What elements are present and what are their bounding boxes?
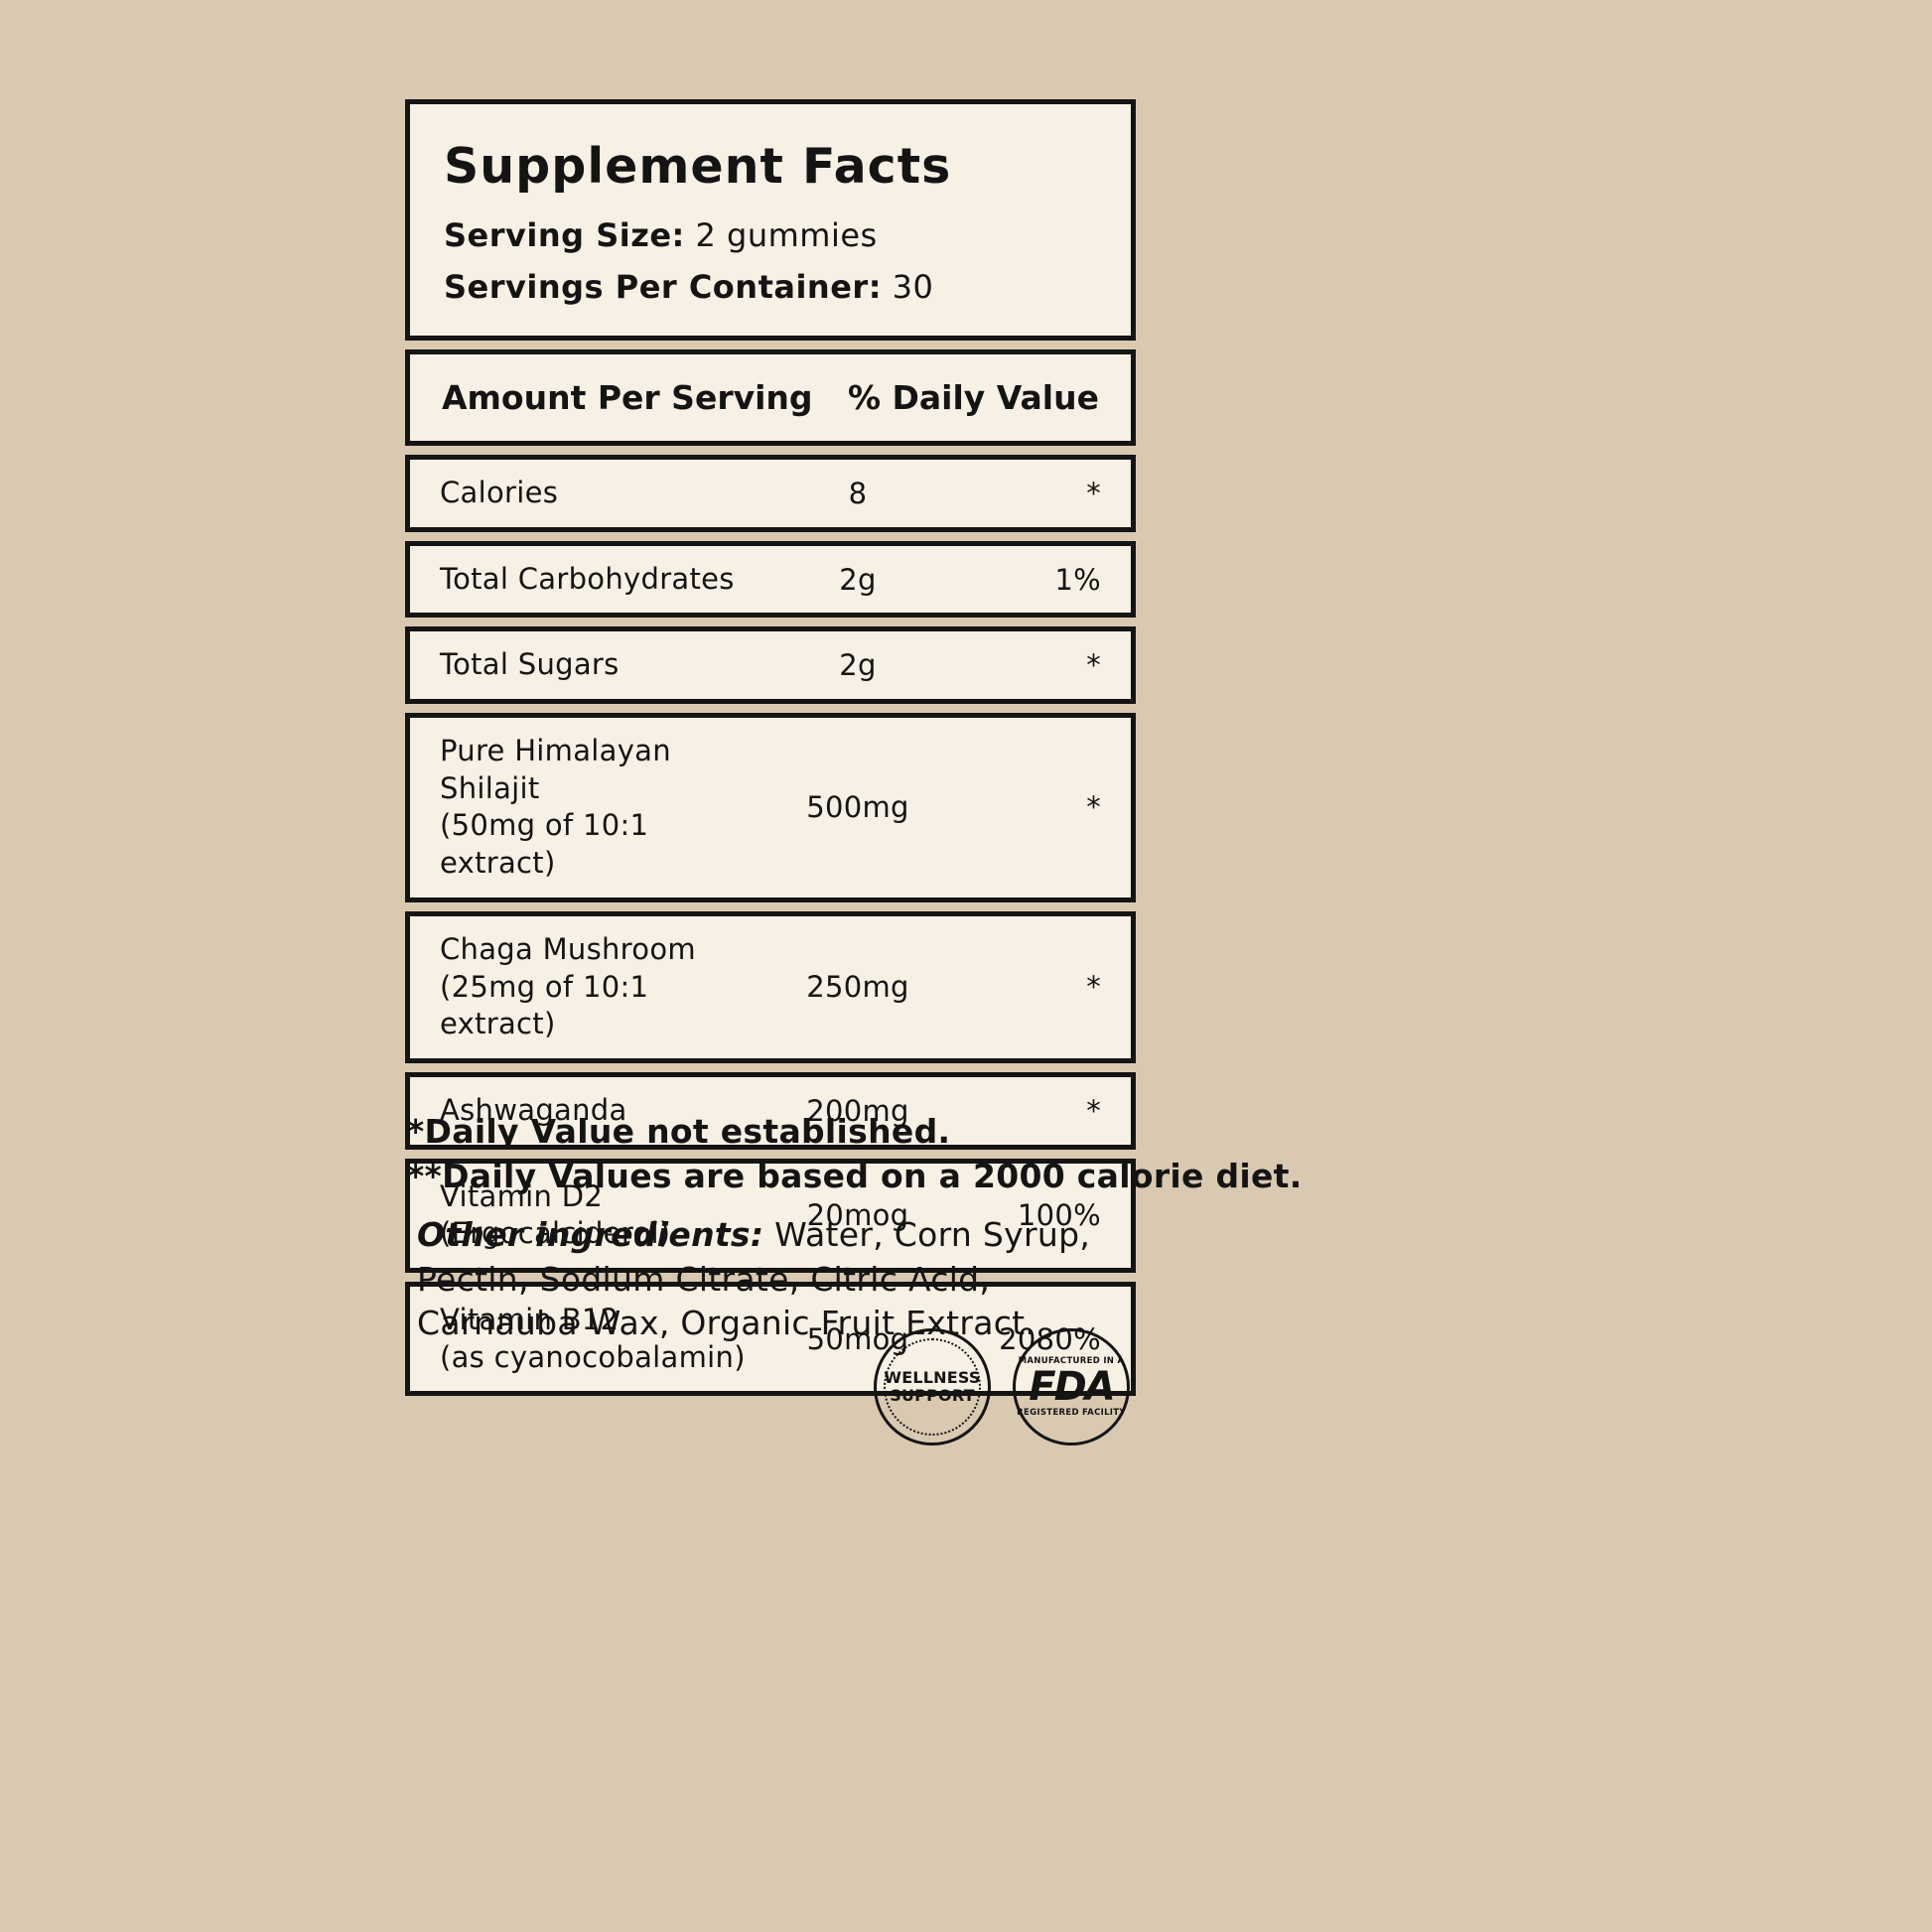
dotted-ring-icon: [884, 1338, 981, 1436]
table-row-calories: Calories 8 *: [405, 455, 1136, 532]
nutrient-name: Ashwaganda: [440, 1092, 627, 1127]
servings-value: 30: [892, 268, 934, 306]
nutrient-name: Total Sugars: [440, 647, 620, 682]
footnote-daily-value: *Daily Value not established.: [407, 1112, 951, 1151]
table-row-sugars: Total Sugars 2g *: [405, 626, 1136, 705]
nutrient-amount: 200mg: [806, 1093, 909, 1128]
fda-registered-badge-icon: MANUFACTURED IN A FDA REGISTERED FACILIT…: [1013, 1328, 1130, 1446]
nutrient-name: Vitamin D2: [440, 1178, 604, 1213]
fda-logo-icon: FDA: [1029, 1364, 1115, 1410]
nutrient-sub: (25mg of 10:1 extract): [440, 969, 649, 1041]
table-row-carbohydrates: Total Carbohydrates 2g 1%: [405, 540, 1136, 619]
nutrient-name: Pure Himalayan Shilajit: [440, 734, 671, 805]
other-ingredients-label: Other ingredients:: [417, 1215, 764, 1254]
nutrient-name: Vitamin B12: [440, 1302, 620, 1336]
nutrient-amount: 20mog: [806, 1198, 909, 1233]
serving-size-line: Serving Size: 2 gummies: [444, 216, 1097, 254]
serving-size-label: Serving Size:: [444, 216, 685, 254]
footnote-calorie-diet: **Daily Values are based on a 2000 calor…: [407, 1156, 1303, 1195]
nutrient-name: Calories: [440, 476, 559, 509]
certification-badges: WELLNESS SUPPORT MANUFACTURED IN A FDA R…: [874, 1328, 1130, 1446]
nutrient-name: Total Carbohydrates: [440, 561, 735, 596]
wellness-badge-line2: SUPPORT: [890, 1386, 975, 1405]
nutrient-daily-value: *: [1086, 648, 1101, 683]
nutrient-sub: (as cyanocobalamin): [440, 1339, 746, 1374]
nutrient-daily-value: 100%: [1017, 1198, 1101, 1233]
footnotes: *Daily Value not established. **Daily Va…: [407, 1110, 1303, 1198]
fda-badge-top-text: MANUFACTURED IN A: [1018, 1355, 1125, 1366]
nutrient-amount: 2g: [839, 562, 877, 597]
nutrient-daily-value: *: [1086, 790, 1101, 825]
fda-badge-bottom-text: REGISTERED FACILITY: [1017, 1408, 1126, 1418]
nutrient-amount: 500mg: [806, 790, 909, 825]
servings-label: Servings Per Container:: [444, 268, 882, 306]
nutrient-daily-value: *: [1086, 970, 1101, 1005]
table-row-vitamin-d2: Vitamin D2 (Ergocalciderol) 20mog 100%: [405, 1158, 1136, 1273]
nutrient-amount: 250mg: [806, 970, 909, 1005]
daily-value-header: % Daily Value: [847, 378, 1099, 417]
table-row-ashwaganda: Ashwaganda 200mg *: [405, 1071, 1136, 1150]
amount-per-serving-header: Amount Per Serving: [442, 378, 813, 417]
table-row-chaga: Chaga Mushroom (25mg of 10:1 extract) 25…: [405, 910, 1136, 1063]
wellness-support-badge-icon: WELLNESS SUPPORT: [874, 1328, 991, 1446]
supplement-facts-panel: Supplement Facts Serving Size: 2 gummies…: [405, 99, 1136, 1405]
nutrient-sub: (50mg of 10:1 extract): [440, 808, 649, 881]
nutrient-sub: (Ergocalciderol): [440, 1216, 671, 1251]
nutrient-daily-value: *: [1086, 476, 1101, 510]
nutrient-daily-value: 1%: [1054, 562, 1101, 597]
nutrient-amount: 2g: [839, 648, 877, 683]
servings-per-container-line: Servings Per Container: 30: [444, 268, 1097, 306]
column-header-row: Amount Per Serving % Daily Value: [405, 349, 1136, 446]
serving-size-value: 2 gummies: [695, 216, 878, 254]
nutrient-daily-value: *: [1086, 1093, 1101, 1128]
nutrient-name: Chaga Mushroom: [440, 931, 696, 966]
wellness-badge-line1: WELLNESS: [884, 1368, 981, 1388]
other-ingredients: Other ingredients: Water, Corn Syrup, Pe…: [417, 1213, 1132, 1346]
header-box: Supplement Facts Serving Size: 2 gummies…: [405, 99, 1136, 341]
panel-title: Supplement Facts: [444, 138, 952, 195]
nutrient-amount: 8: [848, 476, 868, 510]
table-row-shilajit: Pure Himalayan Shilajit (50mg of 10:1 ex…: [405, 713, 1136, 902]
